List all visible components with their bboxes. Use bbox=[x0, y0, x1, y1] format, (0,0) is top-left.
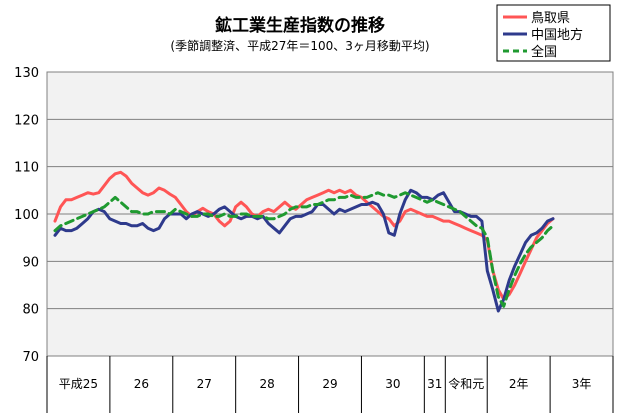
x-category-label: 28 bbox=[259, 377, 274, 391]
legend-label: 中国地方 bbox=[531, 27, 583, 43]
y-tick-label: 110 bbox=[14, 161, 39, 176]
x-category-label: 27 bbox=[197, 377, 212, 391]
chart-subtitle: (季節調整済、平成27年＝100、3ヶ月移動平均) bbox=[170, 38, 429, 53]
x-category-label: 令和元 bbox=[448, 376, 484, 391]
x-category-label: 30 bbox=[385, 377, 400, 391]
y-axis-ticks: 70 80 90 100 110 120 130 bbox=[14, 66, 39, 365]
series-line-1 bbox=[53, 170, 555, 301]
y-tick-label: 120 bbox=[14, 113, 39, 128]
series-line-3 bbox=[53, 191, 555, 308]
x-category-label: 26 bbox=[134, 377, 149, 391]
y-tick-label: 70 bbox=[22, 350, 39, 365]
series-line-2 bbox=[53, 188, 555, 313]
x-category-label: 3年 bbox=[572, 377, 592, 391]
x-category-label: 2年 bbox=[509, 377, 529, 391]
legend-label: 全国 bbox=[531, 44, 557, 60]
x-category-label: 29 bbox=[322, 377, 337, 391]
y-tick-label: 100 bbox=[14, 208, 39, 223]
y-tick-label: 80 bbox=[22, 303, 39, 318]
x-category-label: 31 bbox=[427, 377, 442, 391]
chart-title: 鉱工業生産指数の推移 bbox=[215, 15, 385, 36]
x-category-label: 平成25 bbox=[59, 377, 98, 391]
y-tick-label: 130 bbox=[14, 66, 39, 81]
series-lines bbox=[53, 170, 555, 313]
gridlines bbox=[47, 118, 613, 310]
y-tick-label: 90 bbox=[22, 255, 39, 270]
legend-label: 鳥取県 bbox=[531, 11, 570, 26]
x-axis-categories: 平成25 26 27 28 29 30 31 令和元 2年 3年 bbox=[46, 356, 614, 413]
